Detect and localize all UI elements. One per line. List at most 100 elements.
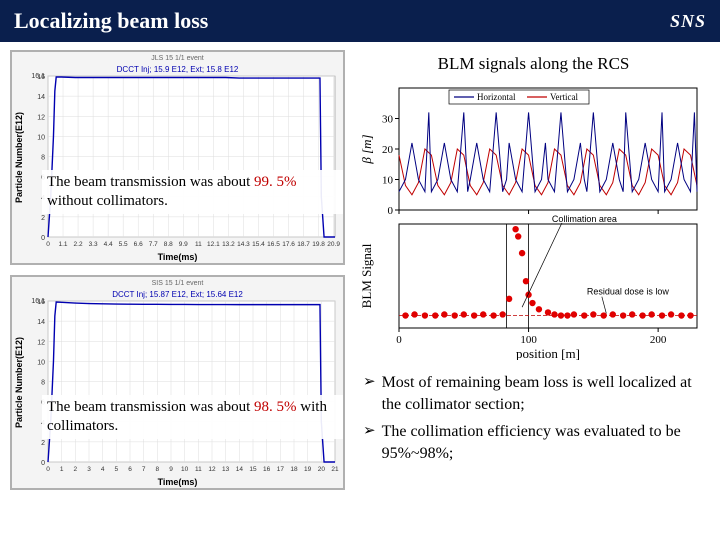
svg-text:8: 8: [156, 466, 160, 473]
sns-logo: SNS: [638, 7, 706, 35]
svg-text:8.8: 8.8: [164, 241, 173, 248]
svg-text:30: 30: [382, 114, 394, 126]
svg-text:12: 12: [37, 339, 45, 346]
svg-text:17.6: 17.6: [282, 241, 295, 248]
svg-text:0: 0: [41, 460, 45, 467]
bullet-arrow-icon: ➢: [363, 372, 376, 415]
slide-title: Localizing beam loss: [14, 8, 208, 34]
svg-text:10: 10: [37, 359, 45, 366]
svg-text:8: 8: [41, 155, 45, 162]
svg-text:Particle Number(E12): Particle Number(E12): [14, 337, 24, 428]
svg-text:3: 3: [87, 466, 91, 473]
right-column: BLM signals along the RCS 0 10 20 30 Horizon…: [357, 50, 710, 490]
svg-text:14: 14: [37, 319, 45, 326]
svg-text:Particle Number(E12): Particle Number(E12): [14, 112, 24, 203]
svg-text:5.5: 5.5: [119, 241, 128, 248]
svg-text:DCCT Inj; 15.87 E12, Ext; 15: DCCT Inj; 15.87 E12, Ext; 15.64 E12: [112, 290, 243, 299]
svg-text:13: 13: [222, 466, 230, 473]
svg-text:0: 0: [396, 334, 402, 346]
transmission-chart-with-collimators: SIS 15 1/1 event DCCT Inj; 15.87 E12, Ext…: [10, 275, 345, 490]
svg-text:Time(ms): Time(ms): [158, 252, 198, 262]
caption-highlight: 99. 5%: [254, 174, 297, 190]
bullet-item: ➢The collimation efficiency was evaluate…: [363, 421, 710, 464]
svg-text:BLM Signal: BLM Signal: [359, 243, 374, 308]
svg-text:19: 19: [304, 466, 312, 473]
svg-text:4.4: 4.4: [104, 241, 113, 248]
slide-header: Localizing beam loss SNS: [0, 0, 720, 42]
bullet-arrow-icon: ➢: [363, 421, 376, 464]
svg-text:9.9: 9.9: [179, 241, 188, 248]
bullet-item: ➢Most of remaining beam loss is well loc…: [363, 372, 710, 415]
svg-text:21: 21: [331, 466, 339, 473]
svg-text:15.4: 15.4: [252, 241, 265, 248]
bullet-text: The collimation efficiency was evaluated…: [382, 421, 710, 464]
bullet-text: Most of remaining beam loss is well loca…: [382, 372, 710, 415]
svg-text:12: 12: [208, 466, 216, 473]
svg-text:20.9: 20.9: [327, 241, 340, 248]
svg-text:6.6: 6.6: [134, 241, 143, 248]
svg-text:2: 2: [41, 215, 45, 222]
caption-text-post: without collimators.: [47, 193, 168, 209]
left-column: JLS 15 1/1 event DCCT Inj; 15.9 E12, Ext;…: [10, 50, 345, 490]
svg-text:8: 8: [41, 380, 45, 387]
svg-text:Time(ms): Time(ms): [158, 477, 198, 487]
svg-text:100: 100: [520, 334, 537, 346]
svg-text:2: 2: [41, 440, 45, 447]
svg-text:β [m]: β [m]: [359, 134, 374, 164]
chart-svg-2: SIS 15 1/1 event DCCT Inj; 15.87 E12, Ext…: [12, 277, 343, 488]
caption-text-pre: The beam transmission was about: [47, 399, 254, 415]
rcs-title: BLM signals along the RCS: [357, 54, 710, 74]
transmission-chart-no-collimators: JLS 15 1/1 event DCCT Inj; 15.9 E12, Ext;…: [10, 50, 345, 265]
svg-text:JLS 15 1/1 event: JLS 15 1/1 event: [151, 55, 204, 62]
chart-svg-1: JLS 15 1/1 event DCCT Inj; 15.9 E12, Ext;…: [12, 52, 343, 263]
svg-text:19.8: 19.8: [312, 241, 325, 248]
svg-text:11: 11: [195, 241, 202, 248]
svg-text:1.1: 1.1: [59, 241, 68, 248]
svg-text:16.1: 16.1: [31, 298, 45, 305]
svg-text:2.2: 2.2: [74, 241, 83, 248]
svg-text:10: 10: [37, 134, 45, 141]
svg-text:Horizontal: Horizontal: [477, 92, 516, 102]
svg-text:3.3: 3.3: [89, 241, 98, 248]
svg-text:16: 16: [263, 466, 271, 473]
svg-text:Residual dose is low: Residual dose is low: [587, 287, 670, 297]
svg-text:Vertical: Vertical: [550, 92, 578, 102]
rcs-charts: 0102030HorizontalVerticalβ [m]0100200pos…: [357, 82, 710, 360]
svg-text:10: 10: [382, 175, 394, 187]
caption-highlight: 98. 5%: [254, 399, 297, 415]
svg-text:6: 6: [128, 466, 132, 473]
svg-text:15: 15: [249, 466, 257, 473]
svg-text:position [m]: position [m]: [516, 346, 580, 360]
svg-text:13.2: 13.2: [222, 241, 235, 248]
svg-text:17: 17: [277, 466, 285, 473]
svg-text:20: 20: [318, 466, 326, 473]
svg-text:2: 2: [74, 466, 78, 473]
bullet-list: ➢Most of remaining beam loss is well loc…: [357, 372, 710, 470]
svg-text:14: 14: [236, 466, 244, 473]
svg-text:16.1: 16.1: [31, 73, 45, 80]
svg-text:200: 200: [650, 334, 667, 346]
svg-text:Collimation area: Collimation area: [552, 214, 617, 224]
svg-text:0: 0: [41, 235, 45, 242]
svg-text:11: 11: [195, 466, 202, 473]
svg-text:1: 1: [60, 466, 64, 473]
svg-text:9: 9: [169, 466, 173, 473]
caption-no-collimators: The beam transmission was about 99. 5% w…: [42, 170, 343, 214]
svg-text:5: 5: [115, 466, 119, 473]
sns-crescent-icon: [638, 7, 666, 35]
caption-text-pre: The beam transmission was about: [47, 174, 254, 190]
svg-text:0: 0: [46, 241, 50, 248]
svg-text:18: 18: [290, 466, 298, 473]
svg-text:SIS 15 1/1 event: SIS 15 1/1 event: [152, 280, 204, 287]
svg-text:12: 12: [37, 114, 45, 121]
svg-text:4: 4: [101, 466, 105, 473]
svg-text:7.7: 7.7: [149, 241, 158, 248]
svg-text:18.7: 18.7: [297, 241, 310, 248]
svg-text:12.1: 12.1: [207, 241, 220, 248]
caption-with-collimators: The beam transmission was about 98. 5% w…: [42, 395, 343, 439]
sns-logo-text: SNS: [670, 11, 706, 32]
svg-text:16.5: 16.5: [267, 241, 280, 248]
svg-text:DCCT Inj; 15.9 E12, Ext; 15.: DCCT Inj; 15.9 E12, Ext; 15.8 E12: [117, 65, 239, 74]
svg-text:20: 20: [382, 144, 394, 156]
svg-text:10: 10: [181, 466, 189, 473]
